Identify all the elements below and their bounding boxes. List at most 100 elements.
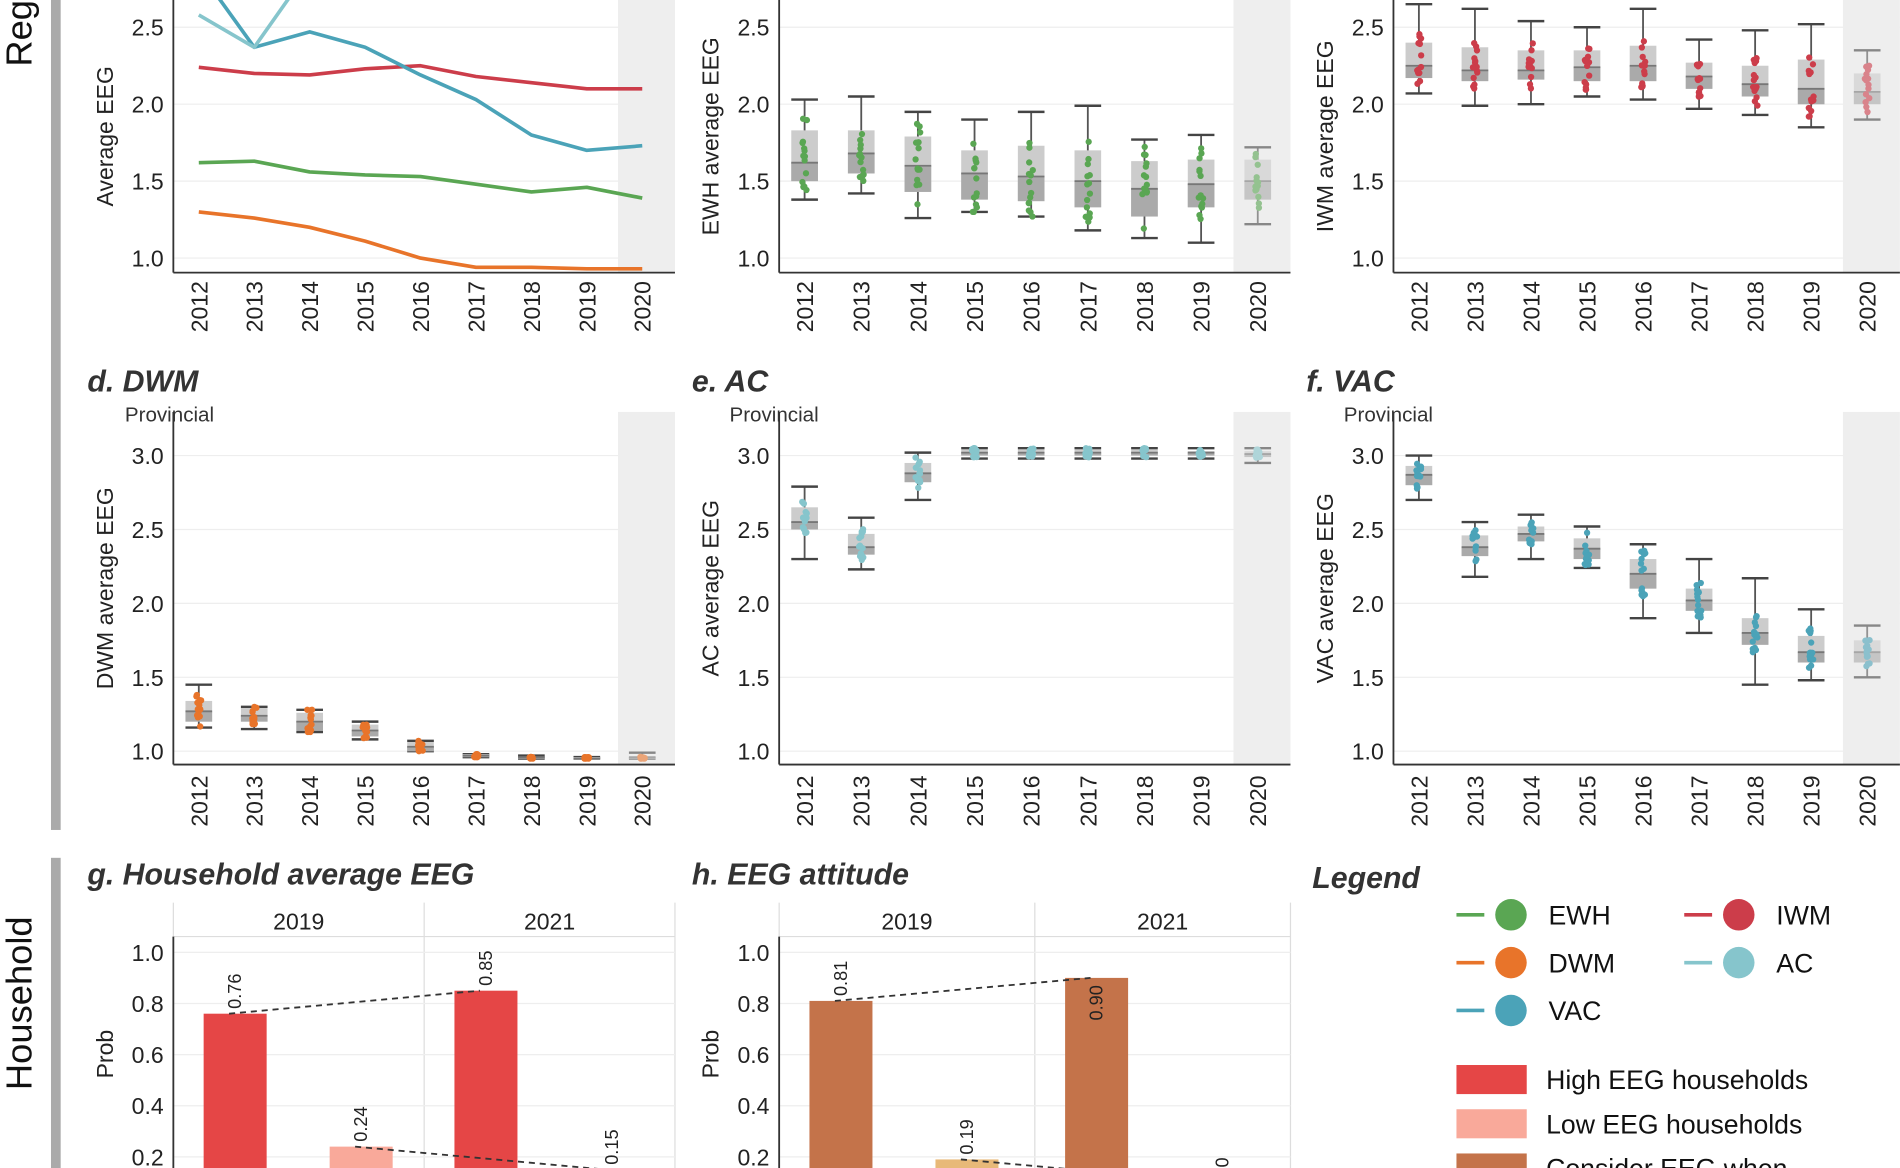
y-axis-label: EWH average EEG [698, 37, 724, 235]
y-axis-label: Prob [92, 1030, 118, 1079]
legend-label: EWH [1549, 900, 1611, 930]
data-point [1417, 52, 1425, 59]
x-tick-label: 2013 [242, 775, 268, 826]
x-tick-label: 2020 [1245, 281, 1271, 332]
box-2012 [791, 98, 818, 201]
data-point [1528, 541, 1535, 548]
box-2013 [240, 703, 268, 731]
data-point [1027, 445, 1035, 453]
x-tick-label: 2017 [1075, 775, 1101, 826]
x-tick-label: 2017 [1687, 775, 1713, 826]
bar-value-label: 0.90 [1087, 985, 1107, 1020]
panel-a: 1.0 1.5 2.0 2.5 2012 2013 2014 2015 2016 2017 2018… [92, 0, 675, 332]
box-2015 [1573, 525, 1601, 570]
panel-subtitle: Provincial [729, 404, 818, 427]
y-tick-label: 1.0 [737, 739, 769, 765]
data-point [1140, 172, 1148, 179]
box-2015 [961, 445, 988, 461]
y-tick-label: 2.5 [737, 517, 769, 543]
data-point [1198, 145, 1205, 152]
data-point [1416, 78, 1424, 85]
x-tick-label: 2020 [630, 775, 656, 826]
data-point [1414, 483, 1421, 490]
data-point [1197, 192, 1204, 199]
data-point [972, 193, 980, 200]
data-point [1639, 53, 1646, 61]
data-point [1809, 61, 1817, 68]
bar-value-label: 0.85 [476, 950, 496, 985]
x-tick-label: 2019 [1189, 281, 1215, 332]
data-point [1471, 55, 1478, 62]
data-point [363, 728, 371, 735]
legend-label: DWM [1549, 948, 1616, 978]
data-point [1807, 107, 1815, 115]
box-2014 [904, 451, 932, 502]
panel-g: g. Household average EEG 2019 2021 0.2 0.4 0.… [86, 858, 676, 1168]
panel-title: f. VAC [1306, 365, 1396, 398]
data-point [1472, 547, 1479, 554]
data-point [1026, 159, 1033, 166]
data-point [1143, 188, 1150, 195]
y-axis-label: IWM average EEG [1312, 40, 1338, 232]
data-point [1142, 151, 1149, 159]
legend-item-bar: High EEG households [1456, 1065, 1808, 1095]
data-point [1196, 155, 1203, 162]
x-tick-label: 2014 [1518, 281, 1544, 332]
data-point [1472, 532, 1480, 540]
data-point [1027, 194, 1034, 201]
y-tick-label: 1.5 [1352, 169, 1384, 195]
data-point [307, 712, 314, 719]
data-point [1085, 218, 1092, 225]
data-point [1697, 92, 1704, 100]
legend-dot-icon [1495, 994, 1527, 1027]
data-point [1694, 596, 1702, 603]
trend-dashed-line [355, 1145, 599, 1168]
data-point [471, 753, 478, 760]
box-2015 [961, 118, 988, 216]
bar-value-label: 10 [1213, 1157, 1233, 1168]
x-tick-label: 2019 [1189, 775, 1215, 826]
data-point [1581, 560, 1588, 568]
x-tick-label: 2014 [905, 775, 931, 826]
data-point [799, 498, 806, 506]
data-point [1086, 449, 1093, 456]
box-lower-half [1629, 573, 1657, 589]
x-tick-label: 2017 [463, 281, 489, 332]
section-label-regional: Reg [0, 0, 40, 67]
data-point [1806, 70, 1813, 78]
panel-b: 1.0 1.5 2.0 2.5 2012 2013 2014 2015 2016 2017 2018… [698, 0, 1291, 332]
data-point [196, 701, 203, 709]
data-point [1140, 452, 1148, 460]
data-point [1864, 108, 1871, 116]
bar-2021-high [1065, 977, 1129, 1168]
shaded-region-2020 [1842, 411, 1900, 765]
data-point [856, 542, 864, 549]
box-2017 [462, 751, 490, 761]
box-2018 [1131, 138, 1158, 240]
y-tick-label: 0.6 [132, 1042, 164, 1068]
data-point [583, 754, 590, 761]
y-tick-label: 0.6 [737, 1042, 769, 1068]
x-tick-label: 2018 [1743, 775, 1769, 826]
y-tick-label: 2.5 [1352, 517, 1384, 543]
data-point [914, 201, 921, 208]
plot-area [1405, 2, 1881, 129]
data-point [915, 461, 922, 468]
data-point [1026, 144, 1033, 151]
x-tick-label: 2020 [1855, 281, 1881, 332]
data-point [1637, 560, 1645, 567]
data-point [802, 170, 810, 177]
y-tick-label: 2.0 [1352, 591, 1384, 617]
data-point [251, 703, 258, 711]
legend-item-bar: Low EEG households [1456, 1109, 1802, 1139]
data-point [1865, 62, 1873, 69]
bar-value-label: 0.15 [602, 1129, 622, 1164]
data-point [1638, 585, 1646, 592]
data-point [1026, 178, 1033, 186]
box-2016 [1629, 543, 1657, 620]
panel-e: 1.0 1.5 2.0 2.5 3.0 2012 2013 2014 2015 2016 2017 2… [692, 365, 1291, 827]
data-point [1638, 555, 1645, 563]
legend-label: Low EEG households [1546, 1109, 1802, 1139]
y-tick-label: 1.0 [1352, 246, 1384, 272]
data-point [1084, 173, 1091, 180]
